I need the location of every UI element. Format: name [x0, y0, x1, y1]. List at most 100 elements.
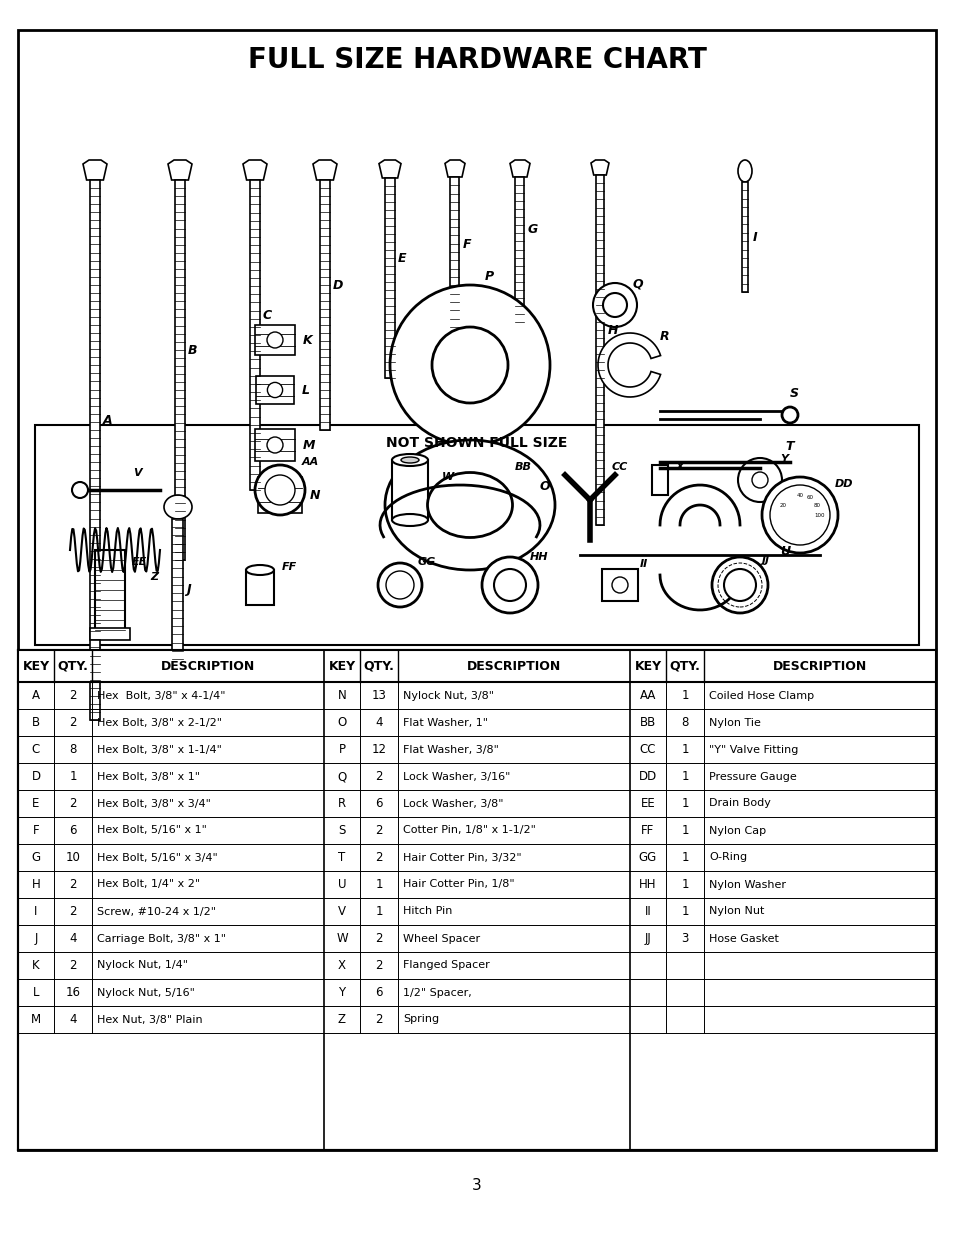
Text: AA: AA: [639, 689, 656, 701]
Text: FF: FF: [640, 824, 654, 837]
Circle shape: [386, 571, 414, 599]
Text: 3: 3: [472, 1177, 481, 1193]
Text: 1/2" Spacer,: 1/2" Spacer,: [402, 988, 471, 998]
Text: Flanged Spacer: Flanged Spacer: [402, 961, 489, 971]
Text: J: J: [186, 583, 191, 595]
Circle shape: [390, 285, 550, 445]
Text: Drain Body: Drain Body: [708, 799, 770, 809]
Text: Coiled Hose Clamp: Coiled Hose Clamp: [708, 690, 813, 700]
Text: 2: 2: [70, 960, 76, 972]
Text: G: G: [527, 224, 537, 236]
Text: 2: 2: [375, 824, 382, 837]
Circle shape: [723, 569, 755, 601]
Text: 8: 8: [680, 716, 688, 729]
Polygon shape: [243, 161, 267, 180]
Text: 1: 1: [680, 769, 688, 783]
Text: R: R: [659, 330, 669, 343]
Text: HH: HH: [530, 552, 548, 562]
Polygon shape: [168, 161, 192, 180]
Text: EE: EE: [132, 557, 147, 567]
Text: B: B: [188, 343, 197, 357]
Polygon shape: [510, 161, 530, 177]
Text: S: S: [338, 824, 345, 837]
Bar: [172, 519, 183, 659]
Circle shape: [254, 466, 305, 515]
Text: 1: 1: [680, 824, 688, 837]
Text: S: S: [789, 387, 799, 400]
Text: 8: 8: [70, 743, 76, 756]
Text: KEY: KEY: [634, 659, 660, 673]
Text: Nylon Cap: Nylon Cap: [708, 825, 765, 836]
Text: 2: 2: [375, 769, 382, 783]
Text: Z: Z: [150, 572, 158, 582]
Text: FF: FF: [282, 562, 297, 572]
Circle shape: [593, 283, 637, 327]
Text: 60: 60: [805, 495, 813, 500]
Text: 4: 4: [70, 1013, 76, 1026]
Circle shape: [267, 437, 283, 453]
Bar: [319, 180, 330, 430]
Bar: [255, 375, 294, 404]
Text: Nylon Nut: Nylon Nut: [708, 906, 763, 916]
Bar: [254, 325, 294, 354]
Text: Y: Y: [338, 986, 345, 999]
Text: Hex Nut, 3/8" Plain: Hex Nut, 3/8" Plain: [97, 1014, 202, 1025]
Text: Hair Cotter Pin, 1/8": Hair Cotter Pin, 1/8": [402, 879, 514, 889]
Ellipse shape: [385, 440, 555, 571]
Text: O: O: [539, 480, 550, 493]
Text: A: A: [103, 414, 112, 426]
Ellipse shape: [738, 161, 751, 182]
Text: Q: Q: [337, 769, 346, 783]
Text: D: D: [333, 279, 343, 291]
Text: 6: 6: [70, 824, 76, 837]
Circle shape: [711, 557, 767, 613]
Circle shape: [751, 472, 767, 488]
Text: NOT SHOWN FULL SIZE: NOT SHOWN FULL SIZE: [386, 436, 567, 450]
Text: JJ: JJ: [644, 932, 651, 945]
Text: 1: 1: [680, 797, 688, 810]
Text: 3: 3: [680, 932, 688, 945]
Text: O-Ring: O-Ring: [708, 852, 746, 862]
Text: Spring: Spring: [402, 1014, 438, 1025]
Polygon shape: [590, 161, 608, 175]
Bar: [95, 550, 125, 630]
Text: 100: 100: [814, 513, 824, 517]
Text: T: T: [338, 851, 345, 864]
Text: 2: 2: [70, 716, 76, 729]
Text: AA: AA: [302, 457, 319, 467]
Ellipse shape: [400, 457, 418, 463]
Text: 1: 1: [680, 878, 688, 890]
Text: 6: 6: [375, 986, 382, 999]
Polygon shape: [83, 161, 107, 180]
Bar: [601, 569, 638, 601]
Text: F: F: [462, 238, 471, 251]
Text: Hex  Bolt, 3/8" x 4-1/4": Hex Bolt, 3/8" x 4-1/4": [97, 690, 225, 700]
Text: II: II: [644, 905, 651, 918]
Text: 1: 1: [375, 905, 382, 918]
Circle shape: [267, 383, 282, 398]
Text: 1: 1: [680, 689, 688, 701]
Ellipse shape: [392, 454, 428, 466]
Text: DESCRIPTION: DESCRIPTION: [772, 659, 866, 673]
Text: Cotter Pin, 1/8" x 1-1/2": Cotter Pin, 1/8" x 1-1/2": [402, 825, 536, 836]
Text: 80: 80: [813, 503, 820, 508]
Bar: [250, 180, 260, 490]
Text: N: N: [337, 689, 346, 701]
Text: CC: CC: [639, 743, 656, 756]
Text: "Y" Valve Fitting: "Y" Valve Fitting: [708, 745, 798, 755]
Text: Lock Washer, 3/16": Lock Washer, 3/16": [402, 772, 510, 782]
Text: D: D: [31, 769, 41, 783]
Circle shape: [494, 569, 525, 601]
Bar: [18, 650, 935, 1150]
Circle shape: [612, 577, 627, 593]
Text: K: K: [32, 960, 40, 972]
Bar: [18, 650, 935, 682]
Text: KEY: KEY: [328, 659, 355, 673]
Circle shape: [432, 327, 507, 403]
Text: 2: 2: [70, 878, 76, 890]
Text: 2: 2: [375, 1013, 382, 1026]
Text: 12: 12: [371, 743, 386, 756]
Text: GG: GG: [639, 851, 657, 864]
Text: QTY.: QTY.: [363, 659, 394, 673]
Text: 4: 4: [375, 716, 382, 729]
